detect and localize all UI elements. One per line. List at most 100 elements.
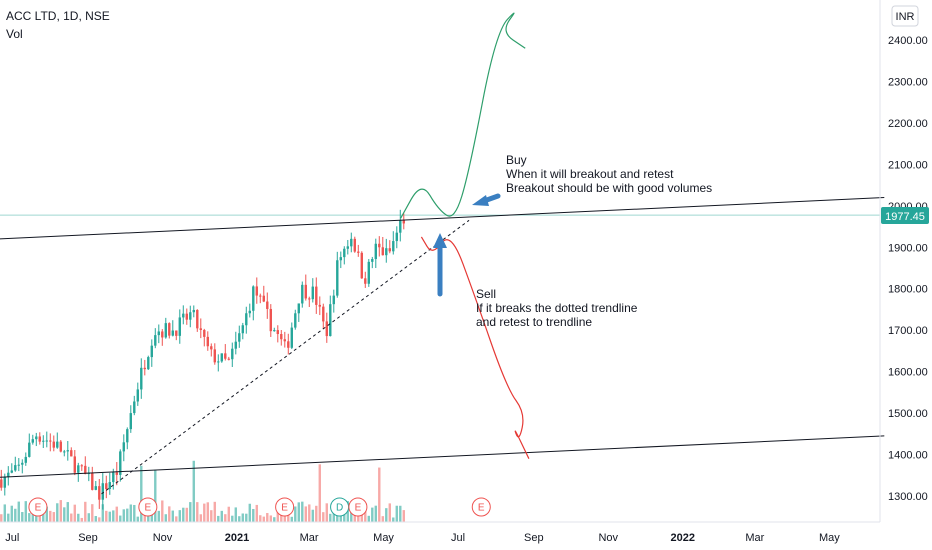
earnings-event-marker[interactable] bbox=[348, 497, 368, 517]
volume-bar bbox=[178, 510, 181, 522]
sell-arrow bbox=[433, 233, 447, 297]
volume-bar bbox=[63, 507, 66, 522]
y-tick-label: 1900.00 bbox=[888, 242, 928, 254]
volume-bar bbox=[70, 513, 73, 522]
candle-body bbox=[280, 334, 283, 340]
buy-note-title: Buy bbox=[506, 153, 527, 167]
buy-arrow bbox=[472, 193, 501, 206]
candle-body bbox=[3, 477, 6, 488]
earnings-event-marker[interactable] bbox=[28, 497, 48, 517]
price-axis[interactable]: 2400.002300.002200.002100.002000.001900.… bbox=[879, 0, 928, 522]
y-tick-label: 2400.00 bbox=[888, 35, 928, 47]
candle-body bbox=[73, 456, 76, 473]
volume-bar bbox=[248, 503, 251, 522]
volume-bar bbox=[196, 502, 199, 522]
volume-bar bbox=[297, 502, 300, 522]
candle-body bbox=[31, 439, 34, 443]
candle-body bbox=[7, 472, 10, 478]
volume-bar bbox=[98, 517, 101, 522]
candle-body bbox=[206, 336, 209, 347]
candle-body bbox=[80, 465, 83, 467]
candle-body bbox=[189, 312, 192, 320]
earnings-event-marker[interactable] bbox=[471, 497, 491, 517]
symbol-title[interactable]: ACC LTD, 1D, NSE bbox=[6, 9, 110, 23]
volume-bar bbox=[168, 506, 171, 522]
candle-body bbox=[28, 442, 31, 457]
earnings-event-marker[interactable] bbox=[275, 497, 295, 517]
last-price-value: 1977.45 bbox=[885, 211, 925, 223]
volume-bar bbox=[199, 514, 202, 522]
candle-body bbox=[45, 440, 48, 442]
volume-bar bbox=[252, 508, 255, 522]
volume-bar bbox=[147, 516, 150, 522]
volume-bar bbox=[10, 505, 13, 522]
time-axis[interactable]: Jul Sep Nov 2021 Mar May Jul Sep Nov 2022 Mar May bbox=[0, 521, 880, 544]
y-tick-label: 2300.00 bbox=[888, 76, 928, 88]
x-tick-label: Jul bbox=[451, 532, 465, 544]
volume-bar bbox=[367, 515, 370, 522]
trendline-rising-support[interactable] bbox=[101, 219, 470, 495]
candle-body bbox=[353, 238, 356, 252]
volume-bar bbox=[290, 516, 293, 522]
y-tick-label: 1700.00 bbox=[888, 325, 928, 337]
candle-body bbox=[98, 486, 101, 500]
volume-bar bbox=[154, 469, 157, 522]
trendline-lower[interactable] bbox=[0, 435, 885, 478]
volume-bar bbox=[238, 516, 241, 522]
buy-projection-path[interactable] bbox=[400, 12, 526, 219]
candle-body bbox=[269, 308, 272, 332]
candle-body bbox=[178, 317, 181, 336]
candle-body bbox=[42, 440, 45, 442]
y-tick-label: 1800.00 bbox=[888, 284, 928, 296]
candle-body bbox=[77, 465, 80, 473]
volume-bar bbox=[378, 467, 381, 522]
volume-bar bbox=[115, 506, 118, 522]
volume-bar bbox=[17, 501, 20, 522]
candle-body bbox=[381, 247, 384, 256]
candle-body bbox=[49, 440, 52, 442]
candle-body bbox=[371, 259, 374, 262]
volume-bar bbox=[119, 515, 122, 522]
volume-bar bbox=[364, 509, 367, 522]
volume-bar bbox=[38, 511, 41, 522]
volume-bar bbox=[192, 460, 195, 522]
candle-body bbox=[343, 248, 346, 258]
volume-bar bbox=[294, 506, 297, 522]
trendline-upper[interactable] bbox=[0, 197, 885, 240]
currency-box[interactable] bbox=[891, 5, 919, 27]
candle-body bbox=[399, 219, 402, 233]
x-tick-label: Mar bbox=[745, 532, 764, 544]
candle-body bbox=[136, 389, 139, 402]
candle-body bbox=[94, 486, 97, 490]
earnings-event-marker[interactable] bbox=[138, 497, 158, 517]
candle-body bbox=[392, 241, 395, 252]
candle-body bbox=[112, 472, 115, 483]
candle-body bbox=[129, 413, 132, 430]
candle-body bbox=[122, 442, 125, 452]
volume-bar bbox=[91, 504, 94, 522]
volume-bar bbox=[175, 516, 178, 522]
volume-bar bbox=[234, 507, 237, 522]
candle-body bbox=[119, 451, 122, 475]
volume-bar bbox=[353, 511, 356, 522]
candle-body bbox=[273, 330, 276, 332]
sell-projection-path[interactable] bbox=[420, 236, 530, 459]
candle-body bbox=[231, 348, 234, 360]
candle-body bbox=[63, 451, 66, 453]
volume-bar bbox=[101, 504, 104, 522]
candle-body bbox=[108, 482, 111, 490]
candle-body bbox=[252, 286, 255, 311]
candle-body bbox=[59, 441, 62, 452]
event-letter: E bbox=[355, 503, 362, 514]
volume-bar bbox=[112, 510, 115, 522]
candle-body bbox=[84, 465, 87, 475]
candle-body bbox=[175, 330, 178, 336]
x-tick-label: Mar bbox=[300, 532, 319, 544]
candle-body bbox=[56, 441, 59, 448]
candle-body bbox=[339, 257, 342, 261]
x-tick-label: Jul bbox=[5, 532, 19, 544]
volume-indicator-label[interactable]: Vol bbox=[6, 27, 23, 41]
candle-body bbox=[276, 330, 279, 335]
candle-body bbox=[24, 456, 27, 463]
